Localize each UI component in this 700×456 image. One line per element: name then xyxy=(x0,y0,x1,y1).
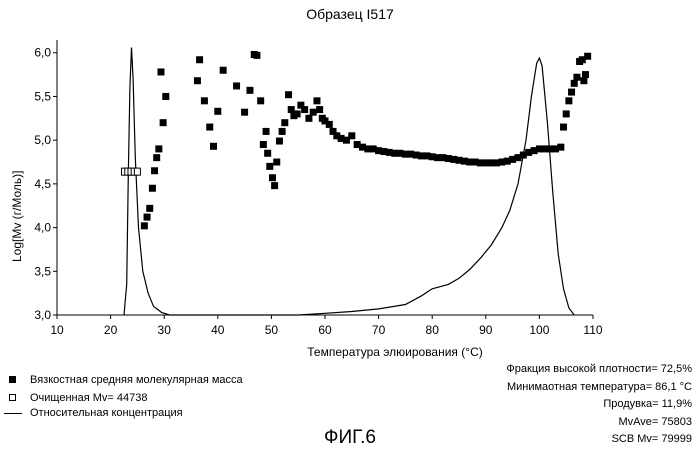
data-point xyxy=(220,67,227,74)
stat-min-temperature: Минимаотная температура= 86,1 °C xyxy=(506,379,692,397)
data-point xyxy=(571,80,578,87)
data-point xyxy=(233,82,240,89)
figure-label: ФИГ.6 xyxy=(0,427,700,449)
data-point xyxy=(294,110,301,117)
data-point xyxy=(210,143,217,150)
data-point xyxy=(151,167,158,174)
x-tick-label: 60 xyxy=(318,323,332,337)
data-point xyxy=(310,109,317,116)
data-point xyxy=(301,106,308,113)
y-tick-label: 5,5 xyxy=(34,89,51,103)
data-point xyxy=(214,108,221,115)
data-point xyxy=(196,56,203,63)
x-tick-label: 40 xyxy=(211,323,225,337)
data-point xyxy=(348,132,355,139)
data-point xyxy=(563,110,570,117)
data-point xyxy=(253,52,260,59)
line-icon xyxy=(4,408,22,418)
data-point xyxy=(584,53,591,60)
y-tick-label: 3,0 xyxy=(34,308,51,322)
x-tick-label: 10 xyxy=(50,323,64,337)
data-point xyxy=(316,106,323,113)
data-point xyxy=(271,182,278,189)
x-tick-label: 80 xyxy=(426,323,440,337)
data-point xyxy=(326,121,333,128)
data-point xyxy=(269,174,276,181)
data-point xyxy=(266,163,273,170)
data-point xyxy=(246,87,253,94)
data-point xyxy=(206,124,213,131)
y-tick-label: 5,0 xyxy=(34,133,51,147)
data-point xyxy=(568,89,575,96)
data-point xyxy=(141,222,148,229)
data-point xyxy=(194,77,201,84)
legend-label: Вязкостная средняя молекулярная масса xyxy=(30,374,243,386)
data-point xyxy=(573,74,580,81)
data-point xyxy=(276,138,283,145)
x-tick-label: 110 xyxy=(583,323,602,337)
concentration-series xyxy=(124,48,574,316)
data-point xyxy=(201,97,208,104)
stat-purge: Продувка= 11,9% xyxy=(506,396,692,414)
data-point xyxy=(153,154,160,161)
x-tick-label: 30 xyxy=(158,323,172,337)
chart-title: Образец I517 xyxy=(0,6,700,22)
stat-high-density-fraction: Фракция высокой плотности= 72,5% xyxy=(506,361,692,379)
data-point xyxy=(313,97,320,104)
data-point xyxy=(260,141,267,148)
axes: 10 20 30 40 50 60 70 80 90 100 110 3,0 3,5 4,0 4,5 5,0 5… xyxy=(34,40,603,337)
data-point xyxy=(157,68,164,75)
legend-item-purged-mv: Очищенная Mv= 44738 xyxy=(4,392,148,404)
data-point xyxy=(560,124,567,131)
x-tick-label: 100 xyxy=(529,323,549,337)
x-tick-label: 20 xyxy=(104,323,118,337)
data-point xyxy=(582,71,589,78)
data-point xyxy=(144,214,151,221)
y-tick-label: 3,5 xyxy=(34,264,51,278)
x-axis-label: Температура элюирования (°C) xyxy=(0,345,700,359)
data-point xyxy=(281,119,288,126)
open-square-icon xyxy=(4,393,22,403)
data-point xyxy=(557,144,564,151)
y-tick-label: 4,5 xyxy=(34,177,51,191)
data-point xyxy=(146,205,153,212)
legend-label: Относительная концентрация xyxy=(30,407,183,419)
concentration-line xyxy=(124,48,574,316)
data-point xyxy=(257,97,264,104)
data-point xyxy=(580,77,587,84)
data-point xyxy=(241,109,248,116)
x-tick-label: 50 xyxy=(265,323,279,337)
data-point xyxy=(285,91,292,98)
data-point xyxy=(155,145,162,152)
data-point xyxy=(263,128,270,135)
data-point xyxy=(264,150,271,157)
purged-mv-series xyxy=(122,168,141,175)
y-tick-label: 4,0 xyxy=(34,221,51,235)
data-point xyxy=(162,93,169,100)
data-point xyxy=(305,115,312,122)
data-point xyxy=(160,119,167,126)
data-point xyxy=(565,97,572,104)
y-axis-label: Log[Mv (г/Моль)] xyxy=(10,170,24,262)
legend-item-viscosity-mass: Вязкостная средняя молекулярная масса xyxy=(4,374,243,386)
x-tick-label: 90 xyxy=(479,323,493,337)
data-point xyxy=(273,159,280,166)
x-tick-label: 70 xyxy=(372,323,386,337)
data-point xyxy=(279,128,286,135)
filled-square-icon xyxy=(4,375,22,385)
legend-item-concentration: Относительная концентрация xyxy=(4,407,183,419)
legend-label: Очищенная Mv= 44738 xyxy=(30,392,148,404)
purged-point xyxy=(134,168,140,175)
molecular-mass-series xyxy=(141,51,591,229)
data-point xyxy=(149,185,156,192)
y-tick-label: 6,0 xyxy=(34,46,51,60)
